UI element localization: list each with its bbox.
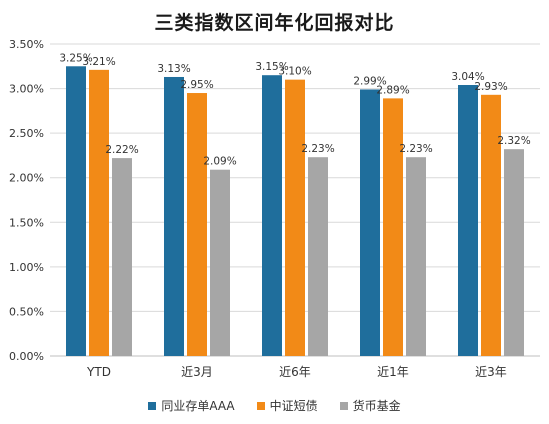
bar xyxy=(285,79,305,357)
data-label: 3.21% xyxy=(82,56,115,68)
data-label: 2.93% xyxy=(474,81,507,93)
legend-swatch xyxy=(256,401,265,410)
legend-label: 同业存单AAA xyxy=(161,399,235,413)
y-tick-label: 0.00% xyxy=(9,350,44,363)
data-label: 2.99% xyxy=(353,75,386,87)
legend-item: 同业存单AAA xyxy=(148,397,235,414)
x-tick-label: 近6年 xyxy=(279,365,311,379)
chart-legend: 同业存单AAA 中证短债 货币基金 xyxy=(0,397,549,414)
data-label: 3.13% xyxy=(157,63,190,75)
legend-item: 货币基金 xyxy=(339,397,401,414)
bar xyxy=(360,89,380,356)
data-label: 2.09% xyxy=(203,156,236,168)
bar xyxy=(308,157,328,356)
bar xyxy=(458,85,478,357)
data-label: 3.04% xyxy=(451,71,484,83)
bar xyxy=(164,76,184,357)
x-tick-label: YTD xyxy=(86,365,111,379)
data-label: 2.89% xyxy=(376,84,409,96)
data-label: 3.15% xyxy=(255,61,288,73)
bar xyxy=(504,149,524,356)
x-tick-label: 近3年 xyxy=(475,365,507,379)
data-label: 2.23% xyxy=(301,143,334,155)
y-tick-label: 0.50% xyxy=(9,305,44,318)
bar xyxy=(481,94,501,356)
bar xyxy=(66,66,86,357)
y-tick-label: 3.50% xyxy=(9,38,44,51)
legend-label: 货币基金 xyxy=(352,399,401,413)
y-tick-label: 3.00% xyxy=(9,83,44,96)
bar xyxy=(187,93,207,357)
y-tick-label: 2.00% xyxy=(9,172,44,185)
legend-swatch xyxy=(148,401,157,410)
x-tick-label: 近3月 xyxy=(181,365,213,379)
bar xyxy=(112,158,132,356)
data-label: 3.25% xyxy=(59,52,92,64)
y-tick-label: 2.50% xyxy=(9,127,44,140)
chart-title: 三类指数区间年化回报对比 xyxy=(154,12,395,34)
bar xyxy=(89,69,109,356)
y-tick-label: 1.00% xyxy=(9,261,44,274)
legend-label: 中证短债 xyxy=(269,399,318,413)
data-label: 2.32% xyxy=(497,135,530,147)
bar xyxy=(210,169,230,356)
data-label: 3.10% xyxy=(278,66,311,78)
bar xyxy=(406,157,426,356)
bar xyxy=(383,98,403,357)
legend-swatch xyxy=(339,401,348,410)
x-tick-label: 近1年 xyxy=(377,365,409,379)
y-tick-label: 1.50% xyxy=(9,216,44,229)
data-label: 2.23% xyxy=(399,143,432,155)
legend-item: 中证短债 xyxy=(256,397,318,414)
data-label: 2.22% xyxy=(105,144,138,156)
bar xyxy=(262,75,282,356)
data-label: 2.95% xyxy=(180,79,213,91)
